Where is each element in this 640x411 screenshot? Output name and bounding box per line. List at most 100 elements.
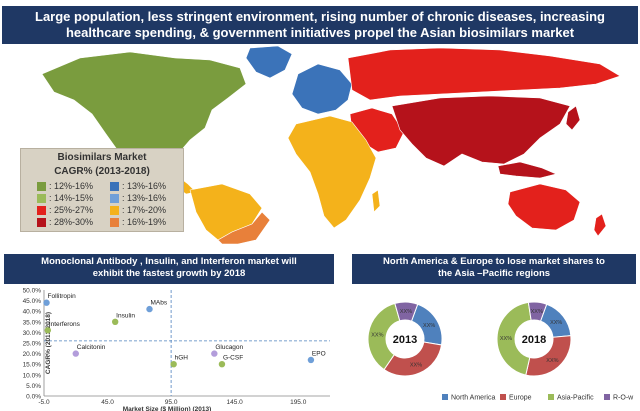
legend-swatch [110,181,119,191]
y-tick-label: 5.0% [26,383,41,390]
point-hgh-label: hGH [175,355,189,362]
legend-label: : 17%-20% [122,205,167,215]
map-greenland [245,45,293,79]
legend-label: : 13%-16% [122,181,167,191]
donut-charts: XX% XX% XX% XX% 2013 XX% XX% XX% XX% 2018 North Am… [367,301,634,402]
legend-item: : 13%-16% [110,181,183,191]
donut-title-line1: North America & Europe to lose market sh… [383,256,605,267]
point-follitropin-label: Follitropin [48,293,77,300]
donut-title-line2: the Asia –Pacific regions [437,268,551,279]
donut-2013-slice-europe [383,341,443,377]
point-epo [307,356,315,364]
legend-item: : 12%-16% [37,181,110,191]
donut-legend-label: Europe [509,395,532,402]
point-insulin [111,318,119,325]
x-tick-label: 145.0 [227,399,244,406]
donut-year-label: 2013 [393,334,417,346]
y-tick-label: 30.0% [23,330,42,337]
donut-legend-label: North America [451,395,495,402]
legend-swatch [110,217,119,227]
scatter-title-line1: Monoclonal Antibody , Insulin, and Inter… [41,256,297,267]
donut-slice-label: XX% [371,332,383,338]
map-legend: Biosimilars Market CAGR% (2013-2018) : 1… [20,148,184,232]
legend-item: : 16%-19% [110,217,183,227]
legend-item: : 13%-16% [110,193,183,203]
donut-legend-swatch [500,394,506,400]
point-hgh [170,361,177,368]
main-title-banner: Large population, less stringent environ… [2,6,638,44]
legend-item: : 14%-15% [37,193,110,203]
x-tick-label: 45.0 [101,399,114,406]
legend-swatch [110,193,119,203]
y-tick-label: 15.0% [23,362,42,369]
map-asia [391,95,571,167]
point-insulin-label: Insulin [116,312,135,319]
legend-label: : 14%-15% [49,193,94,203]
point-calcitonin-label: Calcitonin [77,344,106,351]
scatter-chart: 0.0% 5.0% 10.0% 15.0% 20.0% 25.0% 30.0% 35.0% 40… [23,288,330,411]
donut-legend-swatch [548,394,554,400]
map-australia [507,183,581,231]
legend-swatch [37,205,46,215]
donut-legend-swatch [442,394,448,400]
legend-label: : 25%-27% [49,205,94,215]
y-tick-label: 50.0% [23,288,42,295]
y-tick-label: 20.0% [23,351,42,358]
main-title-line1: Large population, less stringent environ… [35,9,605,24]
legend-label: : 13%-16% [122,193,167,203]
legend-swatch [37,193,46,203]
legend-swatch [37,181,46,191]
legend-items: : 12%-16% : 13%-16% : 14%-15% : 13%-16% … [37,181,183,227]
y-tick-label: 45.0% [23,298,42,305]
legend-item: : 28%-30% [37,217,110,227]
point-follitropin [43,299,50,306]
x-axis-label: Market Size ($ Million) (2013) [123,406,212,411]
donut-2013-slice-r-o-w [394,301,419,322]
map-south-america-south [217,211,271,244]
y-tick-label: 10.0% [23,372,42,379]
y-tick-label: 35.0% [23,319,42,326]
x-tick-label: 195.0 [290,399,307,406]
legend-item: : 17%-20% [110,205,183,215]
donut-slice-label: XX% [550,320,562,326]
y-tick-label: 40.0% [23,309,42,316]
donut-slice-label: XX% [531,309,543,315]
point-glucagon-label: Glucagon [215,344,243,351]
map-africa [287,115,377,229]
point-glucagon [211,350,218,357]
legend-swatch [110,205,119,215]
map-southeast-asia-islands [497,161,557,179]
point-mabs [146,305,153,313]
scatter-title-line2: exhibit the fastest growth by 2018 [92,268,246,279]
donut-slice-label: XX% [410,363,422,369]
donut-legend-swatch [604,394,610,400]
legend-label: : 28%-30% [49,217,94,227]
donut-title-banner: North America & Europe to lose market sh… [352,254,636,284]
legend-swatch [37,217,46,227]
point-interferons-label: Interferons [49,321,81,328]
y-axis-label: CAGR% (2013-2018) [45,312,52,374]
y-tick-label: 25.0% [23,341,42,348]
point-interferons [44,327,52,334]
donut-year-label: 2018 [522,334,546,346]
point-g-csf [218,361,226,368]
map-madagascar [371,189,381,213]
scatter-title-banner: Monoclonal Antibody , Insulin, and Inter… [4,254,334,284]
point-epo-label: EPO [312,350,326,357]
donut-2018-slice-r-o-w [527,301,548,322]
donut-slice-label: XX% [500,336,512,342]
donut-2013-slice-asia-pacific [367,302,401,371]
map-new-zealand [593,213,607,237]
legend-title-line1: Biosimilars Market [57,152,147,163]
x-tick-label: 95.0 [165,399,178,406]
donut-legend-label: R-O-w [613,395,634,402]
donut-slice-label: XX% [423,323,435,329]
y-tick-label: 0.0% [26,394,41,401]
legend-item: : 25%-27% [37,205,110,215]
legend-label: : 12%-16% [49,181,94,191]
point-g-csf-label: G-CSF [223,355,243,362]
donut-slice-label: XX% [400,309,412,315]
legend-label: : 16%-19% [122,217,167,227]
donut-slice-label: XX% [546,358,558,364]
x-tick-label: -5.0 [38,399,50,406]
